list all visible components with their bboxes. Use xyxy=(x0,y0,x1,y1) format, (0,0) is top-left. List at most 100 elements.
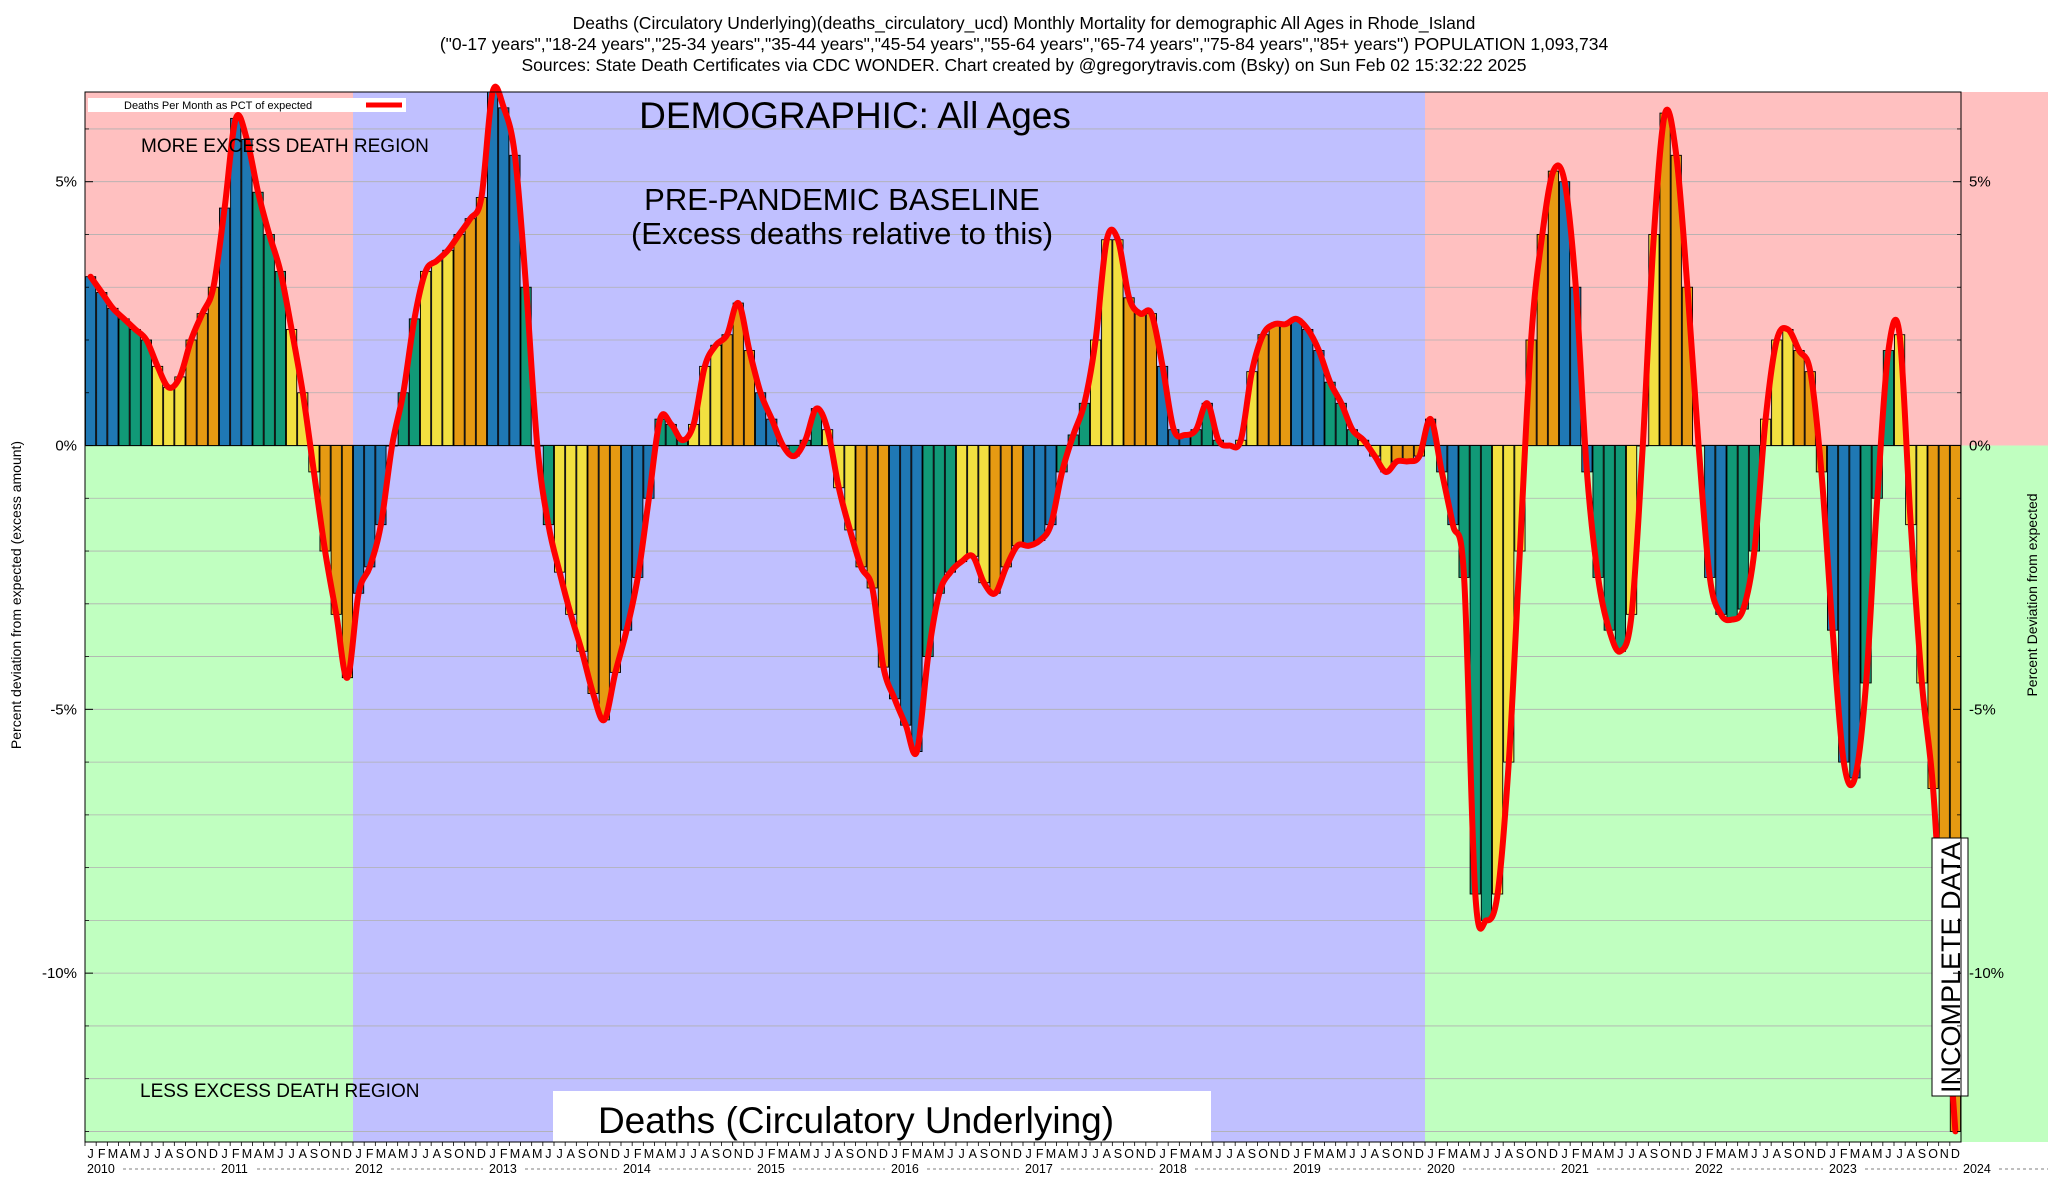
month-label: J xyxy=(154,1147,160,1161)
month-label: M xyxy=(1850,1147,1860,1161)
month-label: M xyxy=(666,1147,676,1161)
deficit-region-pre xyxy=(85,445,353,1142)
month-label: D xyxy=(343,1147,352,1161)
incomplete-data-box xyxy=(1931,837,1969,1097)
more-excess-label: MORE EXCESS DEATH REGION xyxy=(141,136,429,157)
month-label: S xyxy=(1784,1147,1792,1161)
month-label: J xyxy=(679,1147,685,1161)
month-label: J xyxy=(1349,1147,1355,1161)
month-label: O xyxy=(1794,1147,1804,1161)
month-label: N xyxy=(1672,1147,1681,1161)
month-label: M xyxy=(1872,1147,1882,1161)
month-label: J xyxy=(288,1147,294,1161)
month-label: M xyxy=(1716,1147,1726,1161)
month-label: F xyxy=(1706,1147,1714,1161)
month-label: N xyxy=(1806,1147,1815,1161)
bar xyxy=(1011,445,1024,547)
bar xyxy=(453,234,465,446)
month-label: D xyxy=(1147,1147,1156,1161)
month-label: J xyxy=(1215,1147,1221,1161)
month-label: J xyxy=(891,1147,897,1161)
month-label: J xyxy=(1293,1147,1299,1161)
bar xyxy=(1123,297,1135,446)
month-label: A xyxy=(1773,1147,1782,1161)
month-label: M xyxy=(1314,1147,1324,1161)
bar xyxy=(1603,445,1615,631)
month-label: N xyxy=(198,1147,207,1161)
bar xyxy=(609,445,622,673)
year-label: 2012 xyxy=(355,1162,383,1176)
bar xyxy=(587,445,599,694)
month-label: F xyxy=(1304,1147,1312,1161)
month-label: F xyxy=(902,1147,910,1161)
title-line-3: Sources: State Death Certificates via CD… xyxy=(522,55,1527,75)
metric-label: Deaths (Circulatory Underlying) xyxy=(598,1100,1114,1141)
month-label: J xyxy=(277,1147,283,1161)
bar xyxy=(419,270,432,446)
incomplete-data-label-group: INCOMPLETE DATA xyxy=(1931,837,1969,1097)
year-label: 2017 xyxy=(1025,1162,1053,1176)
month-label: N xyxy=(1538,1147,1547,1161)
month-label: M xyxy=(1582,1147,1592,1161)
month-label: D xyxy=(1013,1147,1022,1161)
month-label: A xyxy=(656,1147,665,1161)
bar xyxy=(1793,350,1805,446)
month-label: M xyxy=(130,1147,140,1161)
year-label: 2013 xyxy=(489,1162,517,1176)
month-label: N xyxy=(1002,1147,1011,1161)
month-label: J xyxy=(1885,1147,1891,1161)
bar xyxy=(888,445,901,700)
month-label: A xyxy=(790,1147,799,1161)
month-label: N xyxy=(1940,1147,1949,1161)
month-label: M xyxy=(264,1147,274,1161)
month-label: O xyxy=(454,1147,464,1161)
bar xyxy=(1849,445,1861,779)
year-label: 2011 xyxy=(221,1162,248,1176)
month-label: D xyxy=(1817,1147,1826,1161)
bar xyxy=(598,445,610,721)
y-tick-label-left: 0% xyxy=(55,438,77,455)
bar xyxy=(163,387,175,446)
month-label: S xyxy=(846,1147,854,1161)
series-line xyxy=(87,83,1959,1135)
month-label: S xyxy=(1650,1147,1658,1161)
month-label: A xyxy=(165,1147,174,1161)
bar xyxy=(196,313,208,446)
month-label: F xyxy=(500,1147,508,1161)
month-label: N xyxy=(466,1147,475,1161)
bar xyxy=(1290,318,1303,446)
baseline-label-line-2: (Excess deaths relative to this) xyxy=(631,216,1053,251)
bar xyxy=(1547,170,1560,446)
month-label: J xyxy=(143,1147,149,1161)
month-label: M xyxy=(1604,1147,1614,1161)
month-label: N xyxy=(868,1147,877,1161)
month-label: N xyxy=(1270,1147,1279,1161)
month-label: M xyxy=(1738,1147,1748,1161)
bar xyxy=(431,260,443,446)
month-label: A xyxy=(1728,1147,1737,1161)
month-label: J xyxy=(411,1147,417,1161)
month-label: D xyxy=(745,1147,754,1161)
month-label: A xyxy=(1907,1147,1916,1161)
month-label: M xyxy=(108,1147,118,1161)
month-label: J xyxy=(422,1147,428,1161)
month-label: N xyxy=(1404,1147,1413,1161)
month-label: A xyxy=(1505,1147,1514,1161)
month-label: A xyxy=(924,1147,933,1161)
y-tick-label-left: -5% xyxy=(50,701,77,718)
less-excess-label: LESS EXCESS DEATH REGION xyxy=(140,1081,419,1102)
month-label: F xyxy=(1572,1147,1580,1161)
month-label: J xyxy=(757,1147,763,1161)
year-label: 2023 xyxy=(1829,1162,1857,1176)
year-label: 2019 xyxy=(1293,1162,1321,1176)
month-label: A xyxy=(1371,1147,1380,1161)
year-label: 2021 xyxy=(1561,1162,1589,1176)
month-label: S xyxy=(712,1147,720,1161)
month-label: S xyxy=(310,1147,318,1161)
y-tick-label-left: 5% xyxy=(55,174,77,191)
month-label: A xyxy=(1058,1147,1067,1161)
bar xyxy=(1480,445,1493,921)
bar xyxy=(900,445,912,726)
legend: Deaths Per Month as PCT of expected xyxy=(88,98,406,112)
y-tick-label-right: -5% xyxy=(1969,701,1996,718)
